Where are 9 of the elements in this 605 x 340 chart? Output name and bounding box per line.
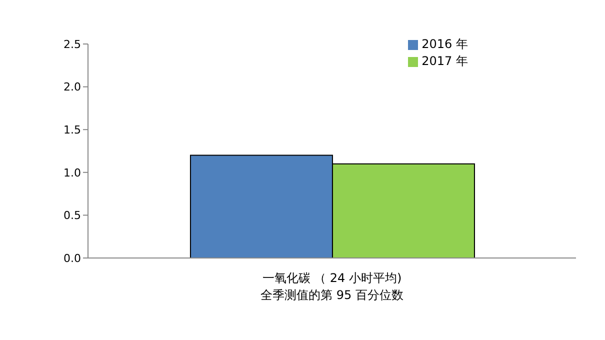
y-tick-label: 1.5 [64,124,81,137]
y-tick-label: 2.0 [64,80,81,94]
x-tick-label: 一氧化碳 （ 24 小时平均) 全季测值的第 95 百分位数 [260,271,404,302]
y-tick-label: 2.5 [64,38,81,51]
legend-label: 2016 年 [422,37,468,51]
legend-label: 2017 年 [422,54,468,68]
y-tick-label: 0.0 [64,252,81,265]
y-tick-label: 0.5 [64,209,81,222]
y-tick-label: 1.0 [64,166,81,180]
